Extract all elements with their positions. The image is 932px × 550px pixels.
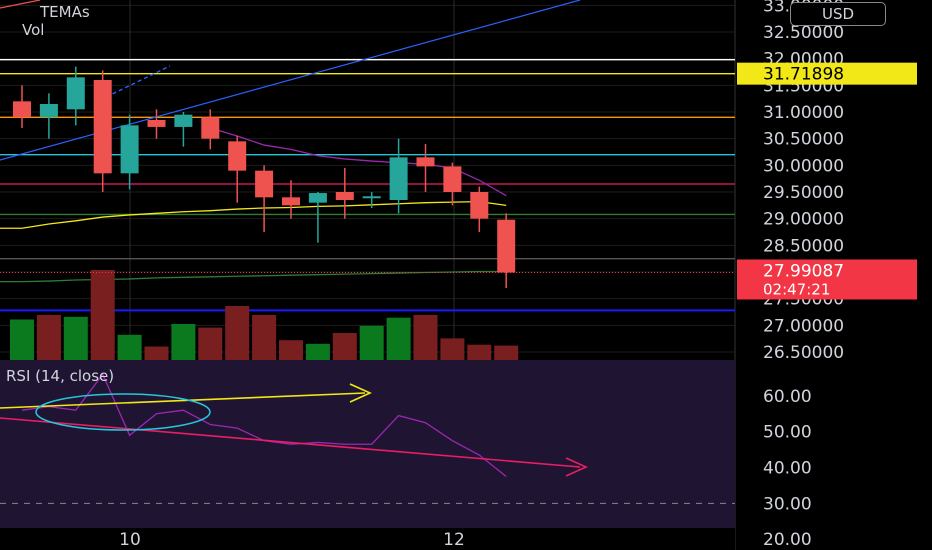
candle-body (497, 219, 516, 273)
volume-indicator-label[interactable]: Vol (22, 21, 44, 39)
candle-body (470, 192, 489, 219)
volume-bar (359, 325, 384, 360)
volume-bar (117, 334, 142, 360)
candle-body (443, 166, 462, 192)
candle-body (282, 197, 300, 206)
moving-average-line (0, 200, 507, 229)
rsi-tick-label: 40.00 (763, 459, 812, 479)
level-price-tag (737, 62, 917, 85)
candle-body (147, 120, 166, 127)
candle-body (228, 141, 247, 171)
trend-line-dashed (99, 65, 171, 101)
volume-bar (494, 345, 519, 360)
pink-arrow-line (0, 417, 581, 468)
time-tick-label: 10 (119, 530, 141, 550)
trend-line (0, 0, 581, 161)
countdown-label: 02:47:21 (763, 280, 830, 298)
currency-selector[interactable]: USD (790, 2, 886, 26)
highlight-ellipse (35, 393, 211, 431)
candle-body (39, 104, 58, 118)
price-tick-label: 30.00000 (763, 156, 844, 176)
volume-bar (386, 317, 411, 360)
time-tick-label: 12 (443, 530, 465, 550)
rsi-tick-label: 60.00 (763, 387, 812, 407)
candle-body (335, 192, 354, 200)
candle-body (362, 196, 381, 199)
level-price-label: 31.71898 (763, 65, 844, 85)
rsi-tick-label: 50.00 (763, 423, 812, 443)
candle-body (308, 193, 327, 203)
price-tick-label: 31.00000 (763, 103, 844, 123)
candlesticks (13, 66, 516, 288)
current-price-tag (737, 259, 917, 300)
candle-body (389, 157, 408, 200)
volume-bar (90, 270, 115, 360)
price-tick-label: 30.50000 (763, 130, 844, 150)
price-tick-label: 29.00000 (763, 210, 844, 230)
volume-bar (332, 333, 357, 360)
moving-average-line (210, 127, 507, 197)
trend-line-red (0, 0, 41, 9)
volume-bar (10, 319, 34, 360)
price-tick-label: 32.50000 (763, 23, 844, 43)
moving-average-line (0, 270, 507, 283)
current-price-label: 27.99087 (763, 261, 844, 281)
volume-bar (225, 306, 250, 360)
volume-bar (467, 344, 492, 360)
volume-bar (144, 346, 169, 360)
candle-body (66, 77, 85, 110)
yellow-arrow-line (0, 392, 366, 409)
rsi-tick-label: 30.00 (763, 494, 812, 514)
candle-body (93, 80, 112, 174)
volume-bar (171, 324, 196, 360)
price-tick-label: 28.50000 (763, 236, 844, 256)
volume-bar (413, 315, 438, 360)
candle-body (120, 125, 139, 174)
candle-body (13, 101, 31, 118)
candle-body (416, 157, 435, 167)
trend-lines (0, 0, 581, 161)
pink-arrow-head (565, 457, 588, 477)
drawings (0, 383, 588, 477)
volume-bar (36, 315, 61, 360)
yellow-arrow-head (349, 383, 372, 403)
volume-bar (198, 327, 223, 360)
volume-bars (10, 270, 519, 360)
price-tick-label: 29.50000 (763, 183, 844, 203)
price-tick-label: 26.50000 (763, 343, 844, 363)
volume-bar (63, 316, 88, 360)
volume-bar (252, 315, 277, 360)
volume-bar (440, 338, 465, 360)
price-tick-label: 27.00000 (763, 316, 844, 336)
rsi-tick-label: 20.00 (763, 530, 812, 550)
main-indicator-label[interactable]: TEMAs (39, 3, 90, 21)
time-axis-background (0, 528, 735, 550)
candle-body (174, 114, 193, 127)
time-axis[interactable]: 10 12 (0, 528, 735, 550)
candle-body (201, 117, 220, 139)
candle-body (255, 170, 274, 198)
rsi-indicator-label[interactable]: RSI (14, close) (6, 367, 114, 385)
volume-bar (279, 340, 303, 360)
volume-bar (305, 343, 330, 360)
